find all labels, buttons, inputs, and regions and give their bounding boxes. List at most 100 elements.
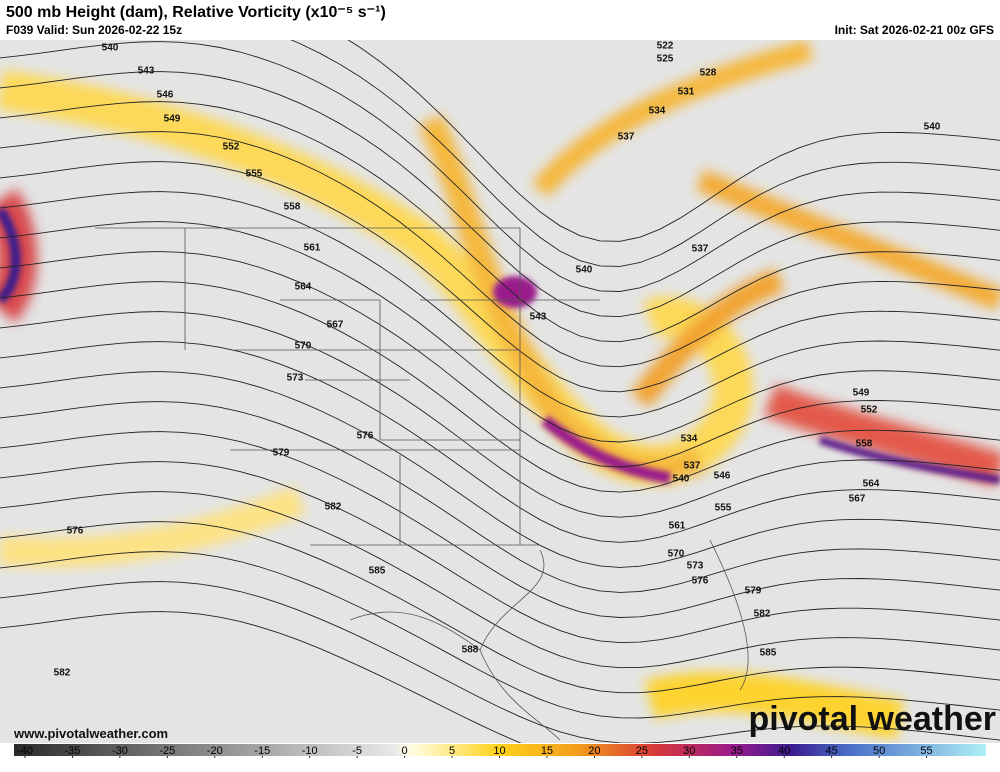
contour-label: 540 [102,43,119,54]
contour-line [0,551,1000,719]
contour-label: 588 [462,645,479,656]
colorbar-tick-label: -20 [207,745,223,757]
contour-label: 549 [853,388,870,399]
contour-label: 576 [357,431,374,442]
contour-label: 579 [273,448,290,459]
contour-label: 585 [760,648,777,659]
contour-label: 522 [657,41,674,52]
contour-label: 567 [327,320,344,331]
colorbar-tick-label: -40 [17,745,33,757]
colorbar [14,744,986,756]
colorbar-tick-label: 5 [449,745,455,757]
contour-line [347,40,1000,242]
contour-label: 582 [325,502,342,513]
contour-label: 570 [295,341,312,352]
contour-line [0,611,522,743]
colorbar-tick-label: 55 [920,745,932,757]
borders [95,227,749,741]
contour-line [0,131,1000,368]
contour-line [0,191,1000,418]
colorbar-tick-label: 25 [636,745,648,757]
colorbar-tick-label: -15 [254,745,270,757]
contour-line [290,40,1000,267]
contour-label: 576 [692,576,709,587]
contour-label: 537 [692,244,709,255]
colorbar-tick-label: 40 [778,745,790,757]
contour-line [0,341,1000,543]
map-bg [0,40,1000,743]
colorbar-tick-label: 30 [683,745,695,757]
contour-label: 573 [287,373,304,384]
contour-label: 534 [681,434,698,445]
contour-line [0,521,1000,694]
contour-label: 546 [157,90,174,101]
colorbar-tick-label: -25 [159,745,175,757]
contour-line [0,581,1000,743]
contour-label: 540 [673,474,690,485]
contour-label: 540 [576,265,593,276]
contour-label: 552 [861,405,878,416]
contour-label: 543 [530,312,547,323]
contour-label: 552 [223,142,240,153]
colorbar-tick-label: 15 [541,745,553,757]
title: 500 mb Height (dam), Relative Vorticity … [6,4,386,21]
contour-label: 564 [863,479,880,490]
contour-label: 525 [657,54,674,65]
contour-label: 564 [295,282,312,293]
website: www.pivotalweather.com [13,726,168,741]
contour-label: 537 [618,132,635,143]
contour-label: 573 [687,561,704,572]
subtitle: F039 Valid: Sun 2026-02-22 15z [6,23,182,37]
init-time: Init: Sat 2026-02-21 00z GFS [835,23,994,37]
colorbar-tick-label: 20 [588,745,600,757]
contour-label: 543 [138,66,155,77]
colorbar-tick-label: 45 [826,745,838,757]
contour-line [0,431,1000,618]
contour-label: 528 [700,68,717,79]
colorbar-tick-label: 50 [873,745,885,757]
contour-label: 555 [246,169,263,180]
contour-label: 546 [714,471,731,482]
contour-line [0,71,1000,318]
contour-line [0,371,1000,568]
colorbar-tick-label: -5 [352,745,362,757]
contour-label: 582 [754,609,771,620]
colorbar-tick-label: -30 [112,745,128,757]
contour-line [0,311,1000,518]
contour-line [0,401,1000,593]
contour-label: 561 [669,521,686,532]
contour-label: 570 [668,549,685,560]
contour-label: 576 [67,526,84,537]
contour-line [0,251,1000,468]
contour-line [0,281,1000,493]
contour-label: 558 [284,202,301,213]
contour-label: 561 [304,243,321,254]
header-bg [0,0,1000,40]
logo: pivotal weather [748,700,996,738]
contour-label: 531 [678,87,695,98]
contour-label: 558 [856,439,873,450]
colorbar-tick-label: -10 [302,745,318,757]
contour-label: 579 [745,586,762,597]
colorbar-tick-label: 0 [402,745,408,757]
contour-label: 549 [164,114,181,125]
contour-line [0,461,1000,644]
contour-label: 567 [849,494,866,505]
contour-line [0,491,1000,669]
colorbar-tick-label: 10 [493,745,505,757]
contour-line [0,101,1000,343]
contour-label: 585 [369,566,386,577]
contour-label: 555 [715,503,732,514]
contour-label: 537 [684,461,701,472]
contour-label: 540 [924,122,941,133]
colorbar-tick-label: -35 [64,745,80,757]
contour-line [0,221,1000,443]
colorbar-tick-label: 35 [731,745,743,757]
contour-label: 582 [54,668,71,679]
contour-line [0,161,1000,393]
contour-label: 534 [649,106,666,117]
